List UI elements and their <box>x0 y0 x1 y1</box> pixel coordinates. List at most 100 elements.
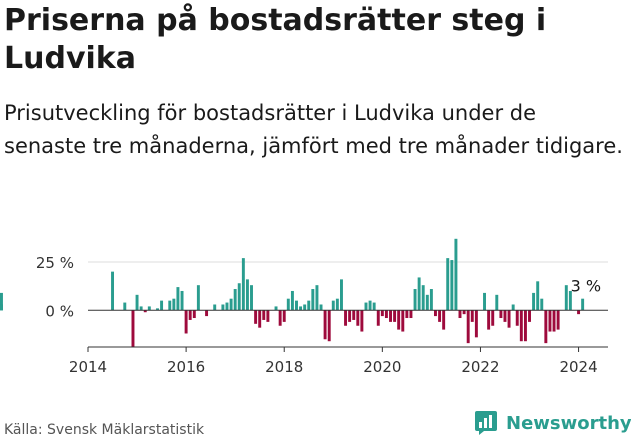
bar[interactable] <box>556 310 560 330</box>
bar[interactable] <box>536 281 540 311</box>
bar[interactable] <box>188 310 192 320</box>
bar[interactable] <box>111 271 114 311</box>
bar[interactable] <box>368 300 372 311</box>
bar[interactable] <box>225 302 229 311</box>
bar[interactable] <box>123 302 127 311</box>
bar[interactable] <box>323 310 327 340</box>
bar[interactable] <box>184 310 188 334</box>
bar[interactable] <box>266 310 270 322</box>
bar[interactable] <box>172 298 176 311</box>
bar[interactable] <box>474 310 478 338</box>
bar[interactable] <box>205 310 209 317</box>
bar[interactable] <box>511 304 515 311</box>
bar[interactable] <box>507 310 511 328</box>
bar[interactable] <box>548 310 552 332</box>
bar[interactable] <box>160 300 164 311</box>
bar[interactable] <box>135 294 139 311</box>
bar[interactable] <box>143 310 147 313</box>
bar[interactable] <box>552 310 556 332</box>
bar[interactable] <box>462 310 466 315</box>
bar[interactable] <box>147 306 151 311</box>
bar[interactable] <box>450 260 454 311</box>
newsworthy-logo[interactable]: Newsworthy <box>474 408 631 438</box>
bar[interactable] <box>409 310 413 319</box>
bar[interactable] <box>221 304 225 311</box>
bar[interactable] <box>515 310 519 326</box>
bar[interactable] <box>540 298 544 311</box>
bar[interactable] <box>425 294 429 311</box>
bar[interactable] <box>364 302 368 311</box>
bar[interactable] <box>348 310 352 322</box>
bar[interactable] <box>229 298 233 311</box>
bar[interactable] <box>417 277 421 311</box>
bar[interactable] <box>360 310 364 332</box>
bar[interactable] <box>577 310 581 315</box>
bar[interactable] <box>393 310 397 322</box>
bar[interactable] <box>380 310 384 317</box>
bar[interactable] <box>532 292 536 311</box>
bar[interactable] <box>192 310 196 319</box>
bar[interactable] <box>466 310 470 344</box>
bar[interactable] <box>331 300 335 311</box>
bar[interactable] <box>0 304 3 311</box>
bar[interactable] <box>470 310 474 322</box>
bar[interactable] <box>168 300 172 311</box>
bar[interactable] <box>139 306 143 311</box>
bar[interactable] <box>446 258 450 311</box>
bar[interactable] <box>299 306 303 311</box>
bar[interactable] <box>258 310 262 328</box>
bar[interactable] <box>295 300 298 311</box>
bar[interactable] <box>434 310 437 317</box>
bar[interactable] <box>454 238 458 311</box>
bar[interactable] <box>413 289 417 311</box>
bar[interactable] <box>176 287 180 311</box>
bar[interactable] <box>319 304 323 311</box>
bar[interactable] <box>290 290 294 311</box>
bar[interactable] <box>372 302 376 311</box>
bar[interactable] <box>397 310 401 330</box>
bar[interactable] <box>274 306 278 311</box>
bar[interactable] <box>303 304 307 311</box>
bar[interactable] <box>401 310 405 332</box>
bar[interactable] <box>519 310 523 342</box>
bar[interactable] <box>233 289 237 311</box>
bar[interactable] <box>442 310 446 330</box>
bar[interactable] <box>483 292 486 311</box>
bar[interactable] <box>491 310 495 326</box>
bar[interactable] <box>237 283 241 311</box>
bar[interactable] <box>0 292 3 311</box>
bar[interactable] <box>568 290 572 311</box>
bar[interactable] <box>458 310 462 319</box>
bar[interactable] <box>352 310 356 320</box>
bar[interactable] <box>405 310 409 319</box>
bar[interactable] <box>213 304 217 311</box>
bar[interactable] <box>523 310 527 342</box>
bar[interactable] <box>196 285 200 311</box>
bar[interactable] <box>315 285 319 311</box>
bar[interactable] <box>245 279 249 311</box>
bar[interactable] <box>286 298 290 311</box>
bar[interactable] <box>389 310 392 322</box>
bar[interactable] <box>487 310 491 330</box>
bar[interactable] <box>376 310 380 326</box>
bar[interactable] <box>544 310 548 344</box>
bar[interactable] <box>254 310 258 324</box>
bar[interactable] <box>241 258 245 311</box>
bar[interactable] <box>528 310 531 322</box>
bar[interactable] <box>384 310 388 319</box>
bar[interactable] <box>327 310 331 342</box>
bar[interactable] <box>311 289 315 311</box>
bar[interactable] <box>438 310 442 322</box>
bar[interactable] <box>307 300 311 311</box>
bar[interactable] <box>429 289 433 311</box>
bar[interactable] <box>262 310 266 320</box>
bar[interactable] <box>356 310 360 326</box>
bar[interactable] <box>503 310 507 322</box>
bar[interactable] <box>340 279 343 311</box>
bar[interactable] <box>421 285 425 311</box>
bar[interactable] <box>180 290 184 311</box>
bar[interactable] <box>499 310 503 319</box>
bar[interactable] <box>156 308 159 311</box>
bar[interactable] <box>282 310 286 322</box>
bar[interactable] <box>581 298 585 311</box>
